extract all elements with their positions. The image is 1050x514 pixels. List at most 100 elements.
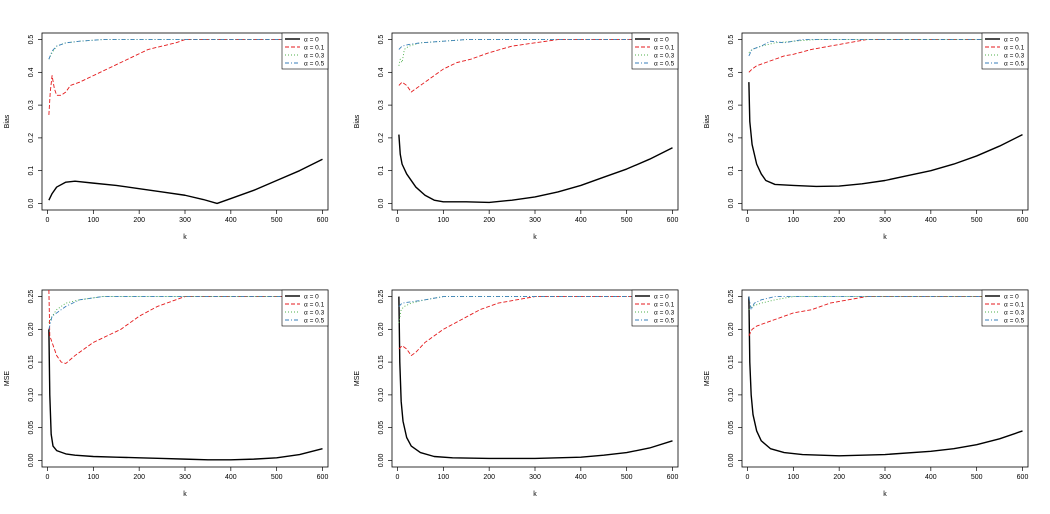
series-line [748,296,1023,457]
series-line [748,39,1023,73]
series-line [398,39,673,66]
y-tick-label: 0.20 [28,322,35,336]
series-line [748,296,1023,337]
x-tick-label: 400 [575,474,587,481]
series-line [48,39,323,115]
y-tick-label: 0.05 [728,421,735,435]
x-tick-label: 0 [46,474,50,481]
y-tick-label: 0.25 [28,290,35,304]
series-group [398,39,673,204]
series-group [748,39,1023,188]
x-tick-label: 100 [787,217,799,224]
legend-label: α = 0.3 [1004,52,1025,59]
y-tick-label: 0.00 [378,454,385,468]
y-tick-label: 0.20 [378,322,385,336]
x-tick-label: 500 [971,474,983,481]
series-line [398,296,673,460]
legend-label: α = 0.3 [304,309,325,316]
series-line [48,329,323,461]
y-tick-label: 0.1 [728,166,735,176]
legend-label: α = 0.1 [304,44,325,51]
chart-panel: 0 100 200 300 400 500 600 0.00 0.05 0.10 0.15 0.20 0… [704,289,1029,498]
chart-panel: 0 100 200 300 400 500 600 0.0 0.1 0.2 0.3 0.4 0.5 k Bi… [4,32,329,241]
y-tick-label: 0.5 [28,35,35,45]
series-group [48,39,323,205]
y-axis-label: MSE [354,371,361,387]
y-tick-label: 0.3 [728,100,735,110]
legend-label: α = 0.5 [304,60,325,67]
series-line [48,296,323,330]
legend-label: α = 0 [654,36,669,43]
y-tick-label: 0.3 [28,100,35,110]
x-tick-label: 600 [667,474,679,481]
x-tick-label: 400 [925,217,937,224]
legend-label: α = 0.1 [304,301,325,308]
x-tick-label: 200 [833,474,845,481]
legend-label: α = 0.1 [654,44,675,51]
series-line [398,296,673,307]
series-group [748,296,1023,457]
chart-panel: 0 100 200 300 400 500 600 0.00 0.05 0.10 0.15 0.20 0… [4,289,328,498]
x-tick-label: 200 [133,217,145,224]
y-tick-label: 0.2 [728,133,735,143]
x-tick-label: 100 [787,474,799,481]
y-tick-label: 0.0 [728,198,735,208]
series-line [48,296,323,323]
series-line [48,39,323,60]
x-axis-label: k [533,234,537,241]
legend-label: α = 0 [304,36,319,43]
legend-label: α = 0.5 [1004,317,1025,324]
series-line [748,39,1023,57]
legend-label: α = 0.3 [1004,309,1025,316]
series-group [398,296,673,460]
x-tick-label: 100 [87,474,99,481]
y-tick-label: 0.5 [378,35,385,45]
legend-label: α = 0.5 [654,60,675,67]
y-tick-label: 0.10 [378,388,385,402]
x-tick-label: 0 [396,217,400,224]
legend-label: α = 0 [304,293,319,300]
x-axis-label: k [183,491,187,498]
x-tick-label: 400 [575,217,587,224]
x-tick-label: 300 [879,217,891,224]
x-tick-label: 600 [1017,474,1029,481]
series-line [398,296,673,323]
series-group [48,290,323,461]
legend-label: α = 0.5 [304,317,325,324]
series-line [398,39,673,93]
x-tick-label: 600 [317,217,329,224]
x-tick-label: 300 [879,474,891,481]
y-tick-label: 0.25 [378,290,385,304]
series-line [748,296,1023,310]
legend-label: α = 0.5 [1004,60,1025,67]
x-axis-label: k [883,491,887,498]
x-axis-label: k [533,491,537,498]
y-tick-label: 0.4 [378,67,385,77]
x-tick-label: 300 [179,217,191,224]
y-tick-label: 0.25 [728,290,735,304]
legend-label: α = 0.1 [654,301,675,308]
y-tick-label: 0.10 [28,388,35,402]
chart-panel: 0 100 200 300 400 500 600 0.0 0.1 0.2 0.3 0.4 0.5 k Bi… [704,32,1029,241]
y-tick-label: 0.00 [28,454,35,468]
series-line [398,134,673,204]
x-tick-label: 500 [271,474,283,481]
y-tick-label: 0.00 [728,454,735,468]
y-tick-label: 0.15 [28,355,35,369]
x-tick-label: 0 [396,474,400,481]
x-tick-label: 0 [46,217,50,224]
y-tick-label: 0.1 [378,166,385,176]
y-tick-label: 0.05 [378,421,385,435]
series-line [748,82,1023,188]
series-line [48,39,323,60]
chart-panel: 0 100 200 300 400 500 600 0.00 0.05 0.10 0.15 0.20 0… [354,289,679,498]
x-tick-label: 500 [621,474,633,481]
legend-label: α = 0.3 [654,309,675,316]
y-tick-label: 0.15 [728,355,735,369]
x-tick-label: 300 [179,474,191,481]
x-tick-label: 0 [746,474,750,481]
x-tick-label: 600 [1017,217,1029,224]
x-tick-label: 500 [971,217,983,224]
y-tick-label: 0.05 [28,421,35,435]
